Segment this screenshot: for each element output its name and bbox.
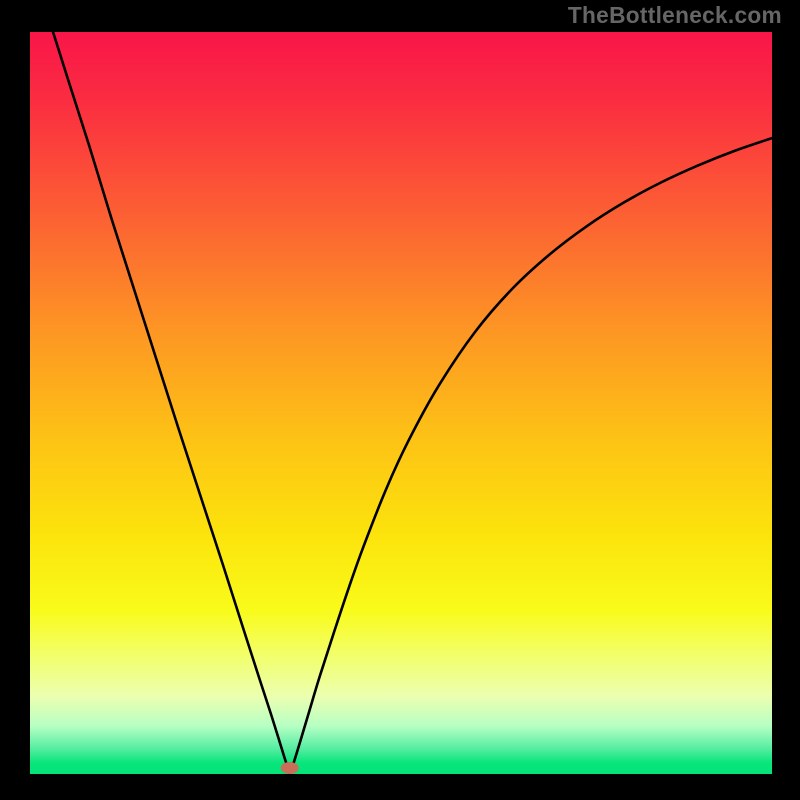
bottleneck-chart [0, 0, 800, 800]
minimum-marker [281, 762, 299, 774]
plot-background [30, 32, 772, 774]
chart-container: TheBottleneck.com [0, 0, 800, 800]
watermark-text: TheBottleneck.com [568, 2, 782, 29]
